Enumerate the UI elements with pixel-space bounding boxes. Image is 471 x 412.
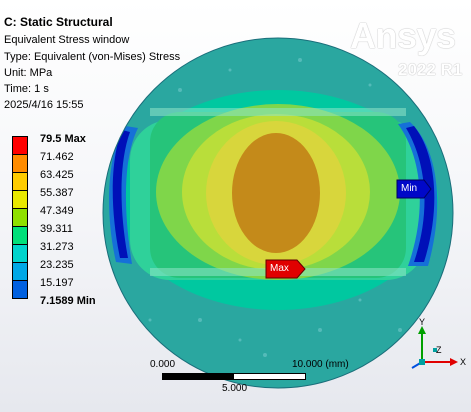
result-time: Time: 1 s	[4, 83, 49, 95]
logo-name: Ansys	[350, 15, 456, 56]
logo-version: 2022 R1	[398, 60, 463, 79]
coordinate-triad[interactable]: Y X Z	[402, 318, 468, 372]
scale-mid-label: 5.000	[222, 383, 248, 394]
contour-bands	[103, 38, 453, 388]
legend-label: 55.387	[40, 187, 74, 199]
min-probe-flag	[396, 179, 432, 199]
legend-label: 63.425	[40, 169, 74, 181]
max-probe-flag	[265, 259, 306, 279]
legend-label: 71.462	[40, 151, 74, 163]
legend-swatch	[12, 154, 28, 173]
legend-swatch	[12, 244, 28, 263]
legend-swatch	[12, 172, 28, 191]
result-unit: Unit: MPa	[4, 67, 53, 79]
triad-x-label: X	[460, 357, 467, 367]
result-type: Type: Equivalent (von-Mises) Stress	[4, 51, 181, 63]
triad-axes	[411, 326, 458, 369]
legend-swatch	[12, 262, 28, 281]
legend-label: 23.235	[40, 259, 74, 271]
legend-label: 47.349	[40, 205, 74, 217]
scale-left-label: 0.000	[150, 359, 176, 370]
analysis-title: C: Static Structural	[4, 15, 113, 29]
max-probe-label: Max	[270, 263, 289, 274]
triad-y-label: Y	[419, 317, 426, 327]
legend-swatch	[12, 136, 28, 155]
legend-label: 31.273	[40, 241, 74, 253]
legend-label: 39.311	[40, 223, 73, 235]
legend-swatch	[12, 190, 28, 209]
scale-bar-graphic	[162, 373, 306, 380]
result-date: 2025/4/16 15:55	[4, 99, 84, 111]
legend-swatch	[12, 280, 28, 299]
ansys-logo: Ansys 2022 R1	[350, 15, 465, 80]
legend-swatch	[12, 226, 28, 245]
scale-right-label: 10.000 (mm)	[292, 359, 349, 370]
triad-z-label: Z	[436, 345, 442, 355]
min-probe-label: Min	[401, 183, 418, 194]
legend-label: 15.197	[40, 277, 74, 289]
legend-label: 7.1589 Min	[40, 295, 96, 307]
legend-label: 79.5 Max	[40, 133, 86, 145]
result-name: Equivalent Stress window	[4, 34, 130, 46]
legend-swatch	[12, 208, 28, 227]
